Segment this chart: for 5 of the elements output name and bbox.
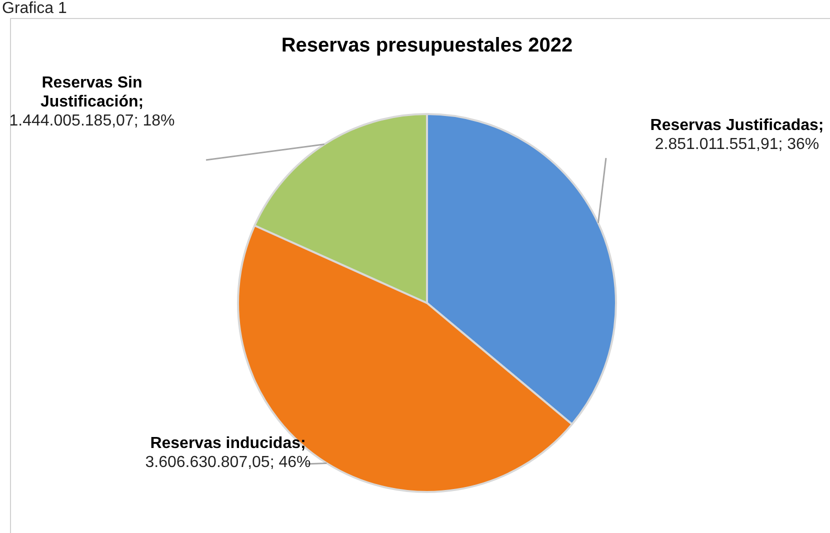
chart-title: Reservas presupuestales 2022	[281, 34, 573, 57]
text: Grafica 1	[2, 0, 67, 17]
slice-label: Reservas Justificadas; 2.851.011.551,91; 36%	[650, 116, 824, 153]
slice-label: Reservas Sin Justificación; 1.444.005.185,07; 18%	[9, 74, 175, 130]
slice-label: Reservas inducidas; 3.606.630.807,05; 46%	[145, 434, 311, 471]
